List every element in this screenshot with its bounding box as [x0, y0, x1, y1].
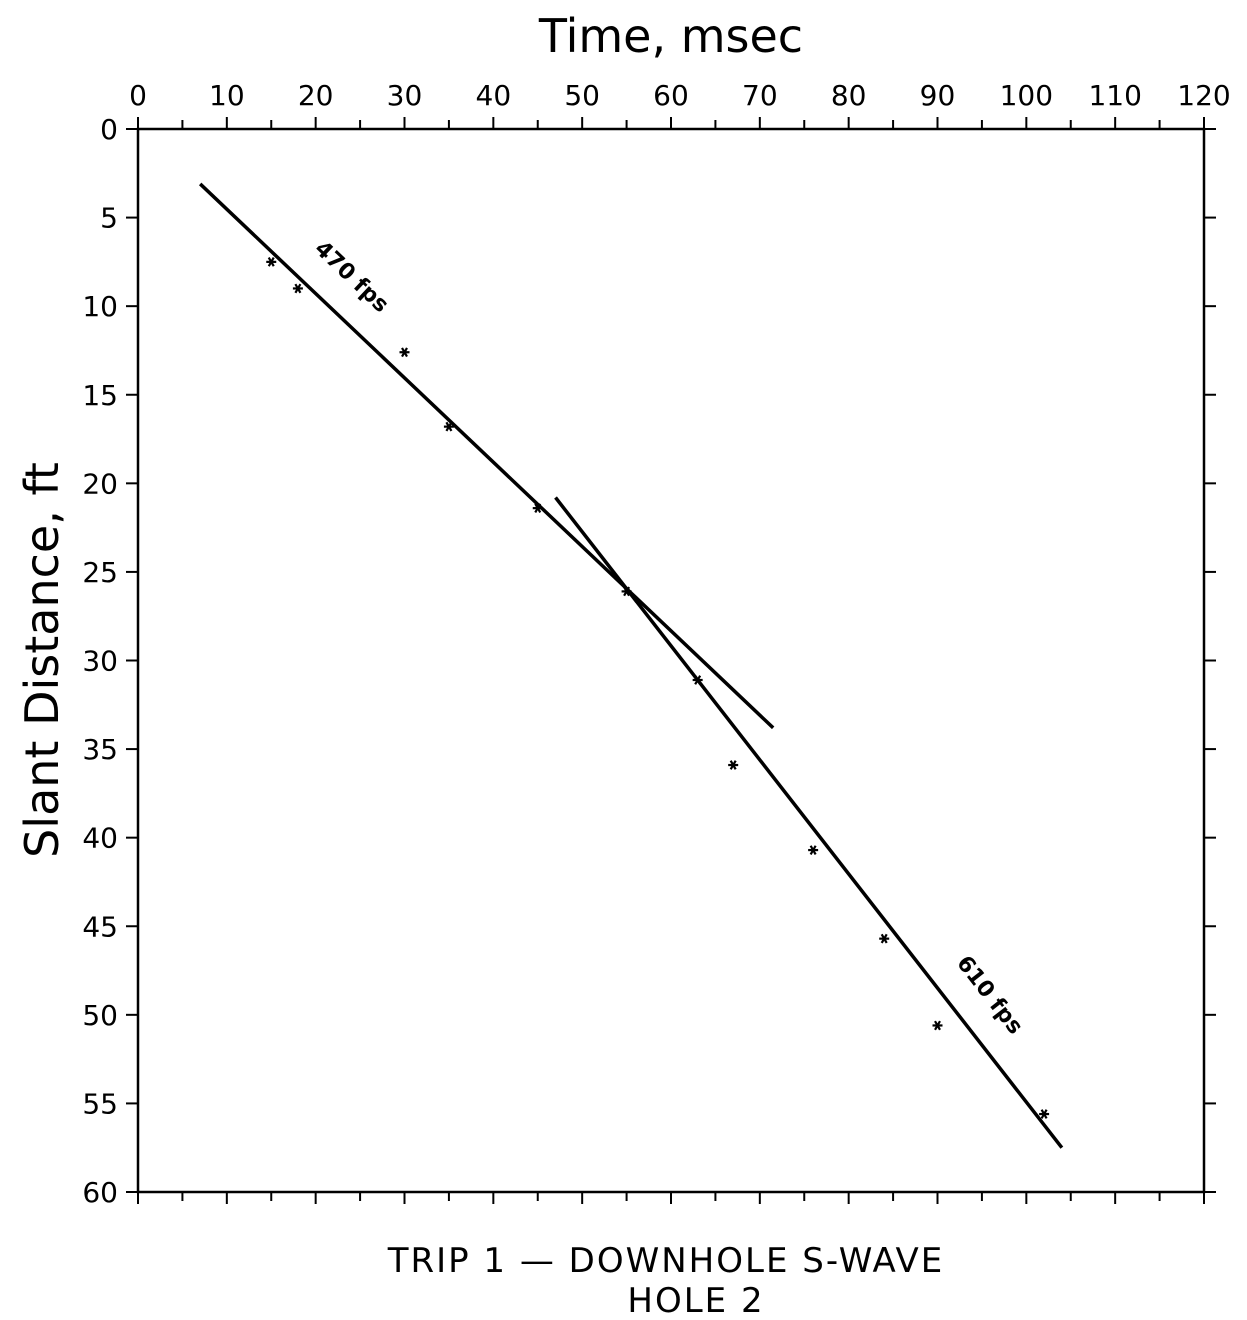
y-tick-label: 40	[82, 822, 118, 855]
x-tick-label: 70	[742, 79, 778, 112]
caption-line-2: HOLE 2	[627, 1281, 764, 1320]
data-point	[692, 675, 703, 685]
data-point	[399, 347, 410, 358]
y-tick-label: 45	[82, 910, 118, 943]
y-tick-label: 30	[82, 645, 118, 678]
x-tick-label: 100	[1000, 79, 1053, 112]
axis-ticks	[126, 117, 1216, 1204]
fit-line-label: 470 fps	[309, 236, 393, 317]
y-tick-label: 20	[82, 467, 118, 500]
fit-line-label: 610 fps	[951, 951, 1027, 1039]
y-tick-label: 50	[82, 999, 118, 1032]
data-point	[443, 421, 454, 432]
data-point	[808, 845, 819, 855]
y-tick-label: 0	[100, 113, 118, 146]
x-tick-label: 50	[564, 79, 600, 112]
data-points	[266, 256, 1050, 1119]
y-tick-label: 10	[82, 290, 118, 323]
data-point	[932, 1020, 943, 1031]
data-point	[266, 256, 277, 267]
fit-lines	[198, 182, 1064, 1149]
y-tick-labels: 0 5 10 15 20 25 30 35 40 45 50 55 60	[82, 113, 118, 1209]
data-point	[532, 503, 543, 514]
data-point	[728, 760, 739, 770]
y-tick-label: 60	[82, 1176, 118, 1209]
x-tick-labels: 0 10 20 30 40 50 60 70 80 90 100 110 120	[129, 79, 1231, 112]
fit-line	[198, 182, 775, 730]
y-tick-label: 55	[82, 1087, 118, 1120]
y-tick-label: 25	[82, 556, 118, 589]
x-tick-label: 80	[831, 79, 867, 112]
x-tick-label: 120	[1177, 79, 1230, 112]
x-tick-label: 90	[920, 79, 956, 112]
x-axis-title: Time, msec	[538, 9, 803, 63]
caption-line-1: TRIP 1 — DOWNHOLE S-WAVE	[387, 1241, 945, 1281]
x-tick-label: 30	[387, 79, 423, 112]
data-point	[621, 586, 632, 597]
x-tick-label: 20	[298, 79, 334, 112]
fit-line	[554, 496, 1064, 1149]
x-tick-label: 40	[476, 79, 512, 112]
data-point	[292, 283, 303, 294]
y-tick-label: 35	[82, 733, 118, 766]
data-point	[1039, 1109, 1050, 1119]
y-tick-label: 15	[82, 379, 118, 412]
y-axis-title: Slant Distance, ft	[15, 462, 69, 858]
x-tick-label: 10	[209, 79, 245, 112]
data-point	[879, 933, 890, 944]
x-tick-label: 0	[129, 79, 147, 112]
x-tick-label: 60	[653, 79, 689, 112]
y-tick-label: 5	[100, 202, 118, 235]
x-tick-label: 110	[1088, 79, 1141, 112]
fit-labels: 470 fps 610 fps	[309, 236, 1027, 1039]
